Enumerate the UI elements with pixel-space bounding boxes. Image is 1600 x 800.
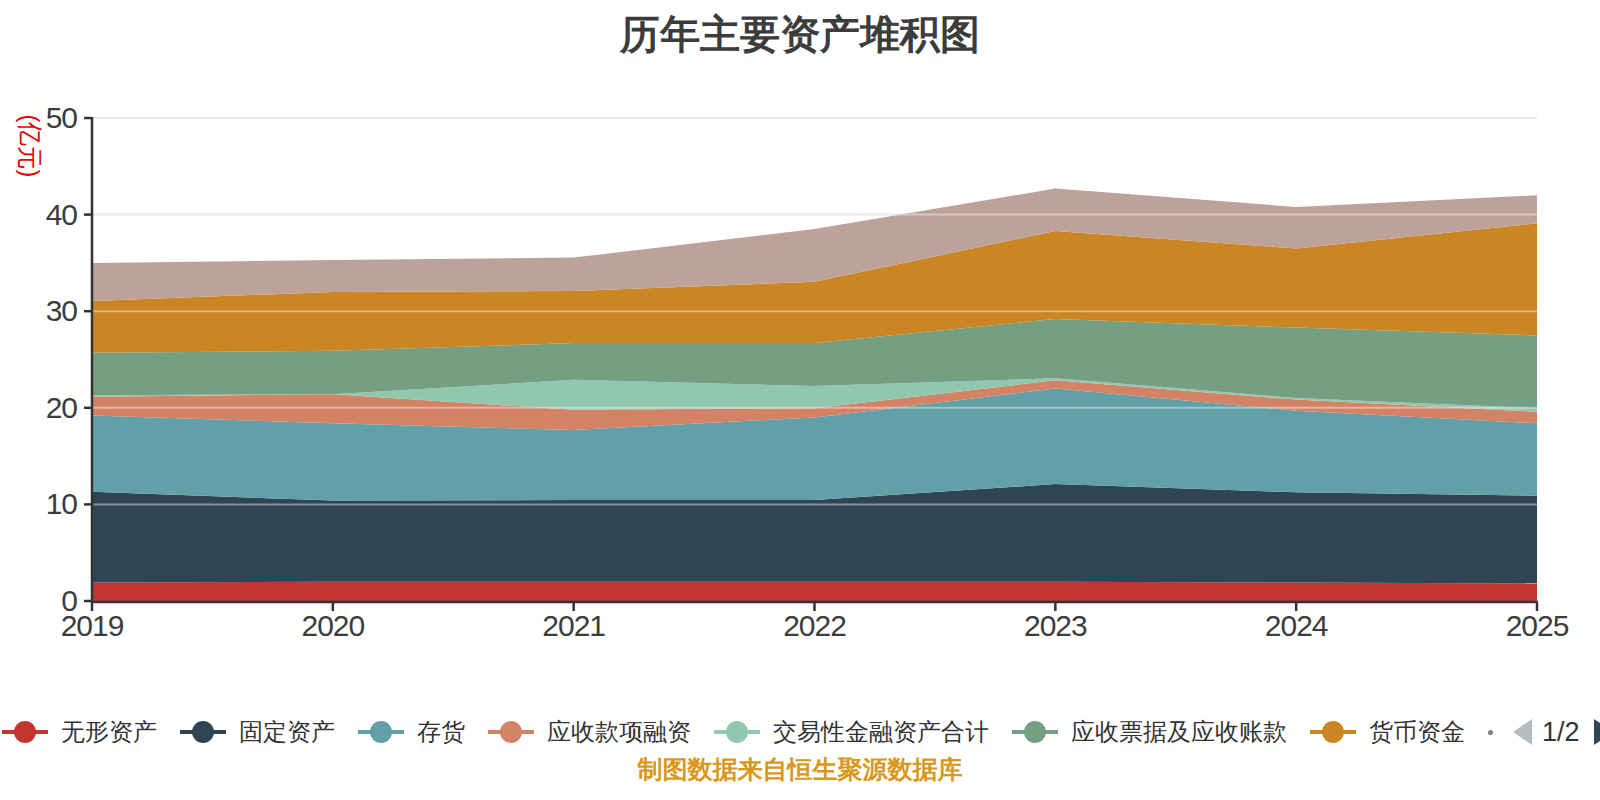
legend-item-固定资产[interactable]: 固定资产 (180, 716, 335, 748)
legend-marker-icon (2, 717, 48, 747)
legend-pager: 1/2 (1488, 717, 1600, 748)
legend-pager-dot (1488, 730, 1493, 735)
y-axis-label-30: 30 (7, 295, 77, 327)
legend-marker-icon (1012, 717, 1058, 747)
chart-title: 历年主要资产堆积图 (0, 7, 1600, 62)
x-axis-label-2019: 2019 (61, 609, 124, 643)
legend-item-label: 货币资金 (1369, 716, 1465, 748)
x-axis-label-2024: 2024 (1265, 609, 1328, 643)
legend-marker-dot (726, 721, 748, 743)
legend-marker-dot (370, 721, 392, 743)
legend-item-货币资金[interactable]: 货币资金 (1310, 716, 1465, 748)
legend-item-label: 固定资产 (239, 716, 335, 748)
legend-marker-dot (500, 721, 522, 743)
legend-marker-dot (1322, 721, 1344, 743)
x-axis-label-2023: 2023 (1024, 609, 1087, 643)
y-axis-label-40: 40 (7, 199, 77, 231)
legend-item-应收款项融资[interactable]: 应收款项融资 (488, 716, 691, 748)
legend-marker-icon (488, 717, 534, 747)
x-axis-label-2025: 2025 (1506, 609, 1569, 643)
legend-item-应收票据及应收账款[interactable]: 应收票据及应收账款 (1012, 716, 1287, 748)
legend-next-arrow-icon[interactable] (1594, 719, 1600, 745)
legend-marker-dot (14, 721, 36, 743)
legend-item-label: 应收款项融资 (547, 716, 691, 748)
legend-items: 无形资产 固定资产 存货 应收款项融资 交易性金融资产合计 应收票据及应收账款 货币资金 (2, 716, 1488, 748)
legend-marker-dot (1024, 721, 1046, 743)
footer-note: 制图数据来自恒生聚源数据库 (0, 753, 1600, 786)
y-axis-label-20: 20 (7, 392, 77, 424)
y-axis-label-50: 50 (7, 102, 77, 134)
legend-item-交易性金融资产合计[interactable]: 交易性金融资产合计 (714, 716, 989, 748)
legend-item-存货[interactable]: 存货 (358, 716, 465, 748)
plot-area: (亿元) (0, 0, 1600, 800)
legend: 无形资产 固定资产 存货 应收款项融资 交易性金融资产合计 应收票据及应收账款 货币资金 1… (2, 717, 1600, 747)
x-axis-label-2021: 2021 (542, 609, 605, 643)
legend-item-label: 无形资产 (61, 716, 157, 748)
legend-marker-dot (192, 721, 214, 743)
legend-item-label: 交易性金融资产合计 (773, 716, 989, 748)
x-axis-label-2022: 2022 (783, 609, 846, 643)
legend-item-label: 存货 (417, 716, 465, 748)
x-axis-label-2020: 2020 (301, 609, 364, 643)
area-series-1 (92, 582, 1537, 601)
legend-marker-icon (180, 717, 226, 747)
legend-page-indicator: 1/2 (1542, 717, 1580, 748)
y-axis-label-10: 10 (7, 488, 77, 520)
legend-prev-arrow-icon[interactable] (1513, 719, 1532, 745)
legend-item-label: 应收票据及应收账款 (1071, 716, 1287, 748)
legend-marker-icon (714, 717, 760, 747)
legend-marker-icon (358, 717, 404, 747)
legend-item-无形资产[interactable]: 无形资产 (2, 716, 157, 748)
legend-marker-icon (1310, 717, 1356, 747)
